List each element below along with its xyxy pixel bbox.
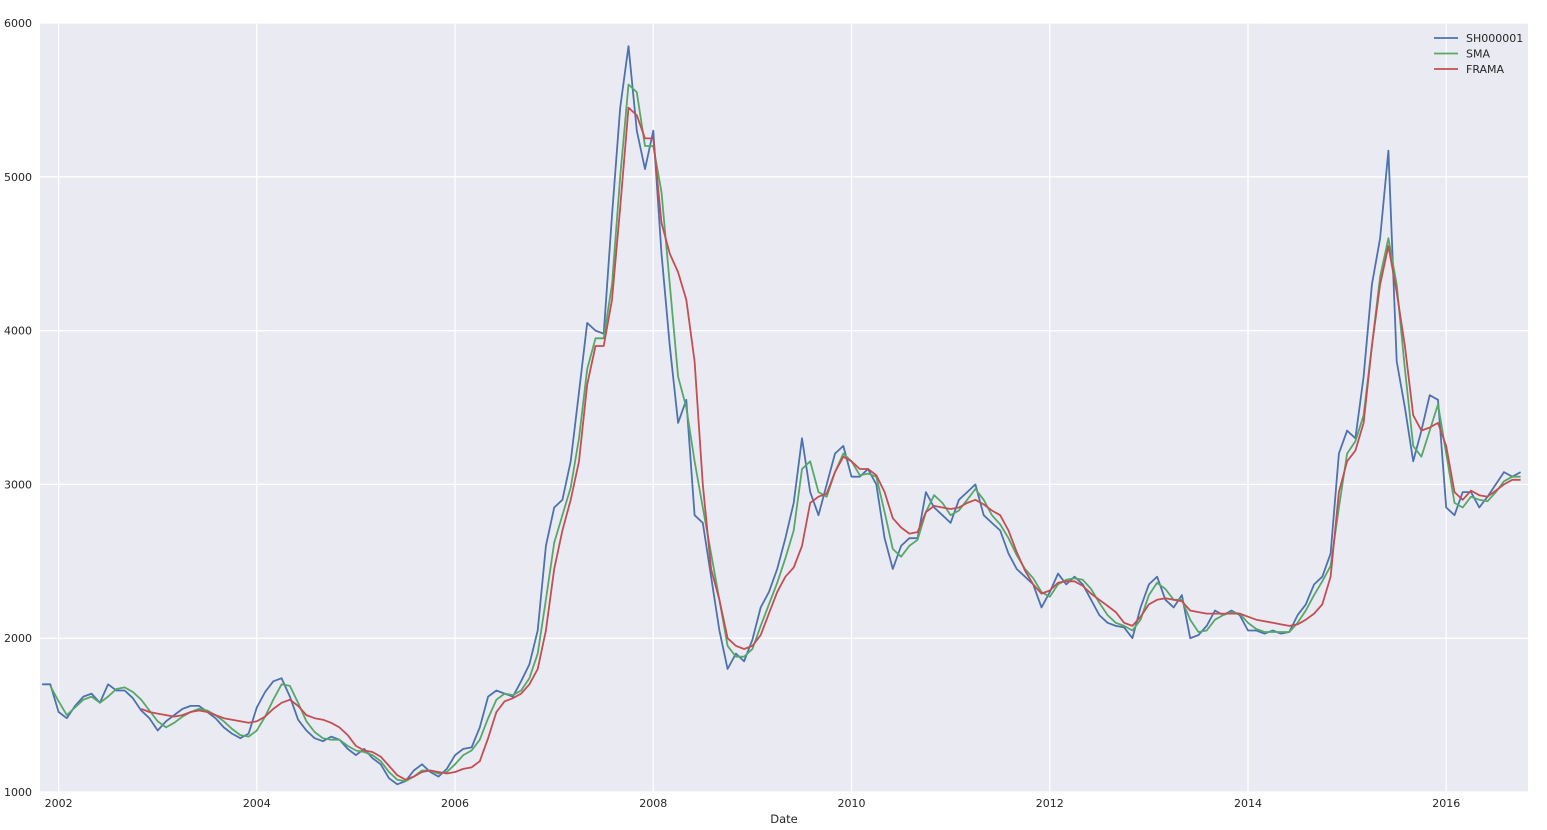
x-tick-label: 2016 [1432, 797, 1460, 810]
x-tick-label: 2006 [441, 797, 469, 810]
legend: SH000001 SMA FRAMA [1434, 32, 1523, 76]
series-lines [42, 45, 1522, 786]
legend-entry: FRAMA [1434, 63, 1505, 76]
x-tick-label: 2002 [45, 797, 73, 810]
x-axis-ticks: 2002 2004 2006 2008 2010 2012 2014 2016 [45, 797, 1461, 810]
legend-label: FRAMA [1466, 63, 1505, 76]
x-tick-label: 2004 [243, 797, 271, 810]
x-tick-label: 2014 [1234, 797, 1262, 810]
x-tick-label: 2010 [838, 797, 866, 810]
legend-label: SMA [1466, 48, 1490, 61]
series-line-sh000001 [42, 45, 1522, 786]
y-tick-label: 1000 [4, 786, 32, 799]
series-line-sma [49, 83, 1521, 783]
y-tick-label: 4000 [4, 325, 32, 338]
grid-lines [40, 22, 1528, 793]
legend-label: SH000001 [1466, 32, 1523, 45]
x-tick-label: 2012 [1036, 797, 1064, 810]
legend-entry: SMA [1434, 48, 1490, 61]
legend-entry: SH000001 [1434, 32, 1523, 45]
y-tick-label: 5000 [4, 171, 32, 184]
y-tick-label: 3000 [4, 478, 32, 491]
x-axis-label: Date [770, 812, 798, 826]
y-tick-label: 2000 [4, 632, 32, 645]
x-tick-label: 2008 [639, 797, 667, 810]
y-tick-label: 6000 [4, 17, 32, 30]
y-axis-ticks: 1000 2000 3000 4000 5000 6000 [4, 17, 32, 799]
series-line-frama [140, 106, 1521, 781]
plot-area [40, 23, 1528, 792]
